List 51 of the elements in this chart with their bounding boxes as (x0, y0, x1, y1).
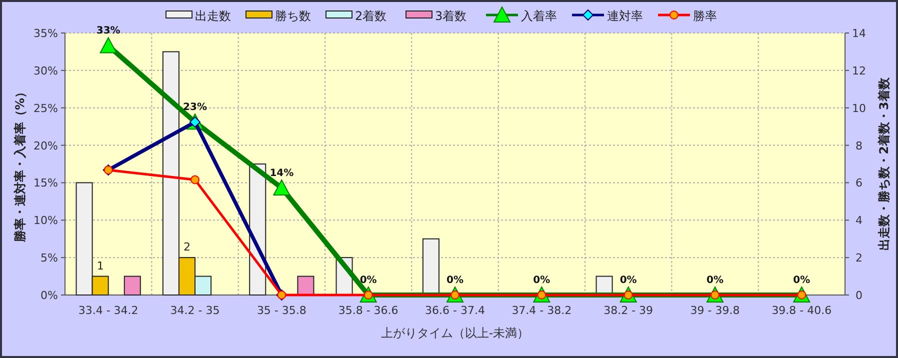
y-tick-label: 10% (34, 214, 58, 228)
data-label: 33% (96, 26, 120, 37)
x-tick-label: 35.8 - 36.6 (338, 304, 398, 317)
legend-label: 3着数 (435, 9, 467, 23)
data-label: 2 (183, 240, 190, 254)
data-label: 0% (620, 275, 637, 286)
data-label: 0% (360, 275, 377, 286)
bar (124, 276, 141, 296)
data-label: 0% (793, 275, 810, 286)
y-axis-title: 勝率・連対率・入着率（%） (13, 86, 27, 244)
x-tick-label: 39 - 39.8 (690, 304, 740, 317)
x-tick-label: 38.2 - 39 (604, 304, 654, 317)
x-tick-label: 33.4 - 34.2 (78, 304, 138, 317)
y-tick-label: 5% (40, 252, 58, 265)
y-tick-label: 20% (34, 139, 58, 152)
x-tick-label: 36.6 - 37.4 (425, 304, 485, 317)
y2-tick-label: 14 (852, 27, 866, 40)
data-label: 23% (183, 102, 207, 114)
legend-label: 出走数 (195, 9, 231, 23)
y2-axis-title: 出走数・勝ち数・2着数・3着数 (877, 76, 891, 250)
y2-tick-label: 10 (852, 102, 866, 115)
point (190, 175, 200, 184)
legend-label: 勝率 (693, 9, 717, 23)
point (273, 179, 290, 196)
x-tick-label: 39.8 - 40.6 (772, 304, 832, 317)
y2-tick-label: 0 (856, 289, 862, 302)
legend-label: 2着数 (355, 9, 387, 23)
legend-label: 勝ち数 (275, 9, 311, 23)
y-tick-label: 30% (34, 64, 58, 78)
y-tick-label: 15% (34, 176, 58, 190)
x-tick-label: 34.2 - 35 (170, 304, 220, 317)
y2-tick-label: 12 (852, 64, 866, 78)
x-axis-title: 上がりタイム（以上-未満） (380, 326, 530, 340)
legend-label: 連対率 (607, 9, 643, 23)
bar (297, 276, 314, 296)
y-tick-label: 35% (34, 27, 58, 40)
y2-tick-label: 4 (856, 214, 862, 228)
y-tick-label: 0% (40, 289, 58, 302)
data-label: 1 (96, 259, 104, 272)
x-tick-label: 35 - 35.8 (256, 304, 306, 317)
x-tick-label: 37.4 - 38.2 (512, 304, 572, 317)
data-label: 0% (446, 275, 464, 286)
data-label: 14% (270, 168, 294, 179)
y-tick-label: 25% (34, 102, 58, 115)
y2-tick-label: 2 (856, 252, 862, 265)
y2-tick-label: 6 (856, 176, 862, 190)
y2-tick-label: 8 (856, 139, 862, 152)
data-label: 0% (706, 275, 724, 286)
legend-label: 入着率 (521, 9, 557, 23)
data-label: 0% (533, 275, 550, 286)
point (100, 37, 117, 54)
